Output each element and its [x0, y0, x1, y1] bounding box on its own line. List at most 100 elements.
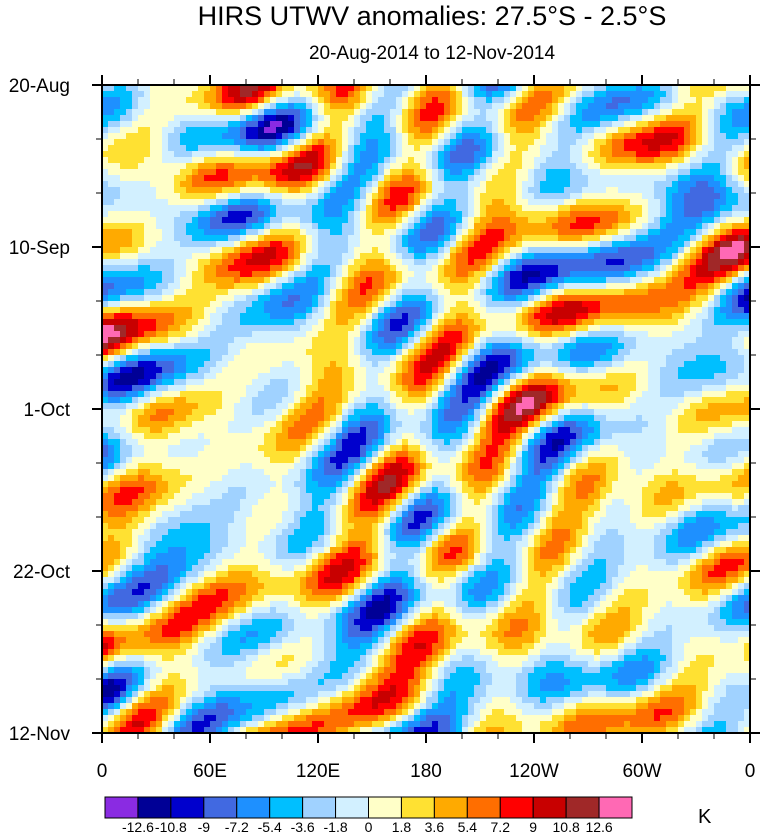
- field-cell: [282, 337, 289, 344]
- field-cell: [474, 157, 481, 164]
- field-cell: [282, 265, 289, 272]
- field-cell: [534, 289, 541, 296]
- field-cell: [450, 283, 457, 290]
- field-cell: [612, 217, 619, 224]
- field-cell: [276, 301, 283, 308]
- field-cell: [570, 163, 577, 170]
- field-cell: [414, 115, 421, 122]
- field-cell: [642, 211, 649, 218]
- field-cell: [738, 109, 745, 116]
- field-cell: [138, 169, 145, 176]
- field-cell: [252, 331, 259, 338]
- field-cell: [306, 277, 313, 284]
- field-cell: [120, 139, 127, 146]
- field-cell: [132, 91, 139, 98]
- field-cell: [480, 223, 487, 230]
- field-cell: [210, 349, 217, 356]
- field-cell: [498, 115, 505, 122]
- field-cell: [186, 259, 193, 266]
- field-cell: [648, 247, 655, 254]
- field-cell: [492, 139, 499, 146]
- field-cell: [216, 241, 223, 248]
- field-cell: [294, 355, 301, 362]
- field-cell: [216, 145, 223, 152]
- field-cell: [234, 337, 241, 344]
- field-cell: [708, 109, 715, 116]
- field-cell: [384, 223, 391, 230]
- field-cell: [354, 343, 361, 350]
- field-cell: [198, 271, 205, 278]
- field-cell: [462, 91, 469, 98]
- field-cell: [426, 151, 433, 158]
- field-cell: [132, 97, 139, 104]
- field-cell: [594, 169, 601, 176]
- field-cell: [294, 103, 301, 110]
- field-cell: [414, 325, 421, 332]
- field-cell: [186, 157, 193, 164]
- field-cell: [630, 109, 637, 116]
- field-cell: [558, 133, 565, 140]
- field-cell: [144, 241, 151, 248]
- field-cell: [702, 325, 709, 332]
- field-cell: [138, 343, 145, 350]
- field-cell: [510, 253, 517, 260]
- field-cell: [672, 139, 679, 146]
- field-cell: [348, 229, 355, 236]
- field-cell: [624, 325, 631, 332]
- field-cell: [156, 307, 163, 314]
- field-cell: [546, 139, 553, 146]
- field-cell: [618, 181, 625, 188]
- field-cell: [270, 343, 277, 350]
- field-cell: [702, 157, 709, 164]
- field-cell: [558, 193, 565, 200]
- field-cell: [534, 241, 541, 248]
- field-cell: [660, 127, 667, 134]
- field-cell: [174, 265, 181, 272]
- field-cell: [228, 121, 235, 128]
- field-cell: [726, 97, 733, 104]
- field-cell: [114, 133, 121, 140]
- field-cell: [702, 193, 709, 200]
- field-cell: [378, 301, 385, 308]
- field-cell: [318, 85, 325, 92]
- field-cell: [744, 265, 750, 272]
- field-cell: [492, 163, 499, 170]
- field-cell: [648, 91, 655, 98]
- field-cell: [336, 343, 343, 350]
- field-cell: [534, 103, 541, 110]
- field-cell: [150, 229, 157, 236]
- field-cell: [462, 277, 469, 284]
- field-cell: [564, 271, 571, 278]
- field-cell: [510, 289, 517, 296]
- field-cell: [102, 127, 109, 134]
- field-cell: [456, 91, 463, 98]
- field-cell: [246, 145, 253, 152]
- field-cell: [528, 313, 535, 320]
- field-cell: [138, 319, 145, 326]
- field-cell: [426, 163, 433, 170]
- field-cell: [396, 229, 403, 236]
- field-cell: [726, 145, 733, 152]
- field-cell: [570, 169, 577, 176]
- field-cell: [738, 91, 745, 98]
- field-cell: [624, 223, 631, 230]
- field-cell: [738, 121, 745, 128]
- field-cell: [552, 163, 559, 170]
- field-cell: [258, 133, 265, 140]
- field-cell: [138, 145, 145, 152]
- field-cell: [636, 193, 643, 200]
- field-cell: [210, 169, 217, 176]
- field-cell: [438, 325, 445, 332]
- field-cell: [510, 169, 517, 176]
- field-cell: [534, 247, 541, 254]
- field-cell: [198, 199, 205, 206]
- field-cell: [114, 169, 121, 176]
- field-cell: [534, 187, 541, 194]
- field-cell: [396, 325, 403, 332]
- field-cell: [186, 175, 193, 182]
- field-cell: [150, 223, 157, 230]
- field-cell: [582, 301, 589, 308]
- field-cell: [420, 169, 427, 176]
- field-cell: [330, 349, 337, 356]
- field-cell: [684, 205, 691, 212]
